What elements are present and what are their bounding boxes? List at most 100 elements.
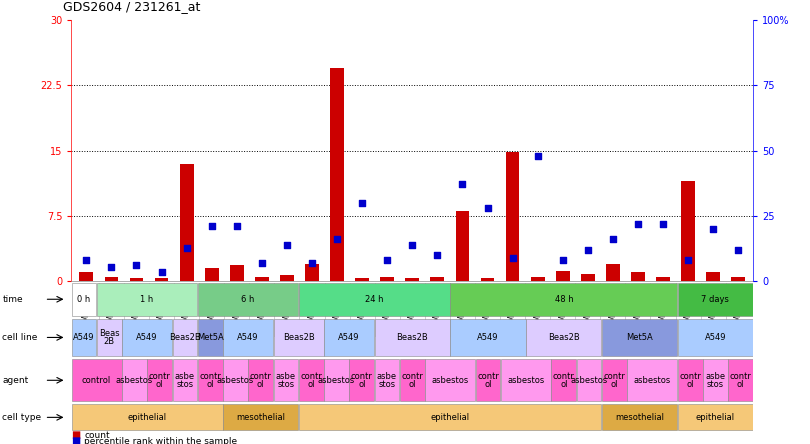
Bar <box>552 359 576 401</box>
Bar <box>305 264 319 281</box>
Text: GSM139667: GSM139667 <box>633 285 642 331</box>
Text: Met5A: Met5A <box>626 333 653 342</box>
Text: GSM139654: GSM139654 <box>182 285 191 331</box>
Bar <box>249 359 273 401</box>
Bar <box>526 319 602 356</box>
Bar <box>299 359 324 401</box>
Text: GSM139641: GSM139641 <box>283 285 292 331</box>
Bar <box>173 359 198 401</box>
Text: 0 h: 0 h <box>77 295 91 304</box>
Text: asbestos: asbestos <box>217 376 254 385</box>
Bar <box>147 359 172 401</box>
Bar <box>531 277 544 281</box>
Bar <box>475 359 501 401</box>
Bar <box>198 282 298 316</box>
Bar <box>602 359 627 401</box>
Bar <box>581 274 595 281</box>
Bar <box>280 275 294 281</box>
Text: mesothelial: mesothelial <box>615 413 664 422</box>
Point <box>381 257 394 264</box>
Text: 7 days: 7 days <box>701 295 729 304</box>
Point <box>80 257 93 264</box>
Bar <box>656 277 670 281</box>
Bar <box>731 277 745 281</box>
Point <box>506 254 519 261</box>
Text: asbe
stos: asbe stos <box>175 372 195 389</box>
Text: Beas2B: Beas2B <box>169 333 201 342</box>
Bar <box>274 359 298 401</box>
Bar <box>104 277 118 281</box>
Point <box>731 246 744 253</box>
Bar <box>96 282 198 316</box>
Point <box>456 181 469 188</box>
Bar <box>223 404 298 430</box>
Bar <box>706 272 720 281</box>
Bar <box>71 404 223 430</box>
Point <box>706 225 719 232</box>
Bar <box>274 319 324 356</box>
Text: Beas
2B: Beas 2B <box>99 329 120 346</box>
Text: asbestos: asbestos <box>570 376 608 385</box>
Point <box>356 199 369 206</box>
Point <box>255 259 268 266</box>
Point <box>155 268 168 275</box>
Text: GSM139655: GSM139655 <box>333 285 342 331</box>
Text: contr
ol: contr ol <box>301 372 322 389</box>
Text: contr
ol: contr ol <box>249 372 271 389</box>
Text: asbe
stos: asbe stos <box>276 372 296 389</box>
Text: GSM139657: GSM139657 <box>458 285 467 331</box>
Text: GSM139760: GSM139760 <box>232 285 241 331</box>
Bar <box>627 359 677 401</box>
Text: contr
ol: contr ol <box>553 372 575 389</box>
Point <box>582 246 595 253</box>
Bar <box>400 359 424 401</box>
Point <box>657 220 670 227</box>
Bar <box>577 359 602 401</box>
Text: 48 h: 48 h <box>555 295 573 304</box>
Text: cell line: cell line <box>2 333 38 342</box>
Text: GSM139664: GSM139664 <box>483 285 492 331</box>
Text: GSM139640: GSM139640 <box>132 285 141 331</box>
Bar <box>122 319 172 356</box>
Text: asbestos: asbestos <box>633 376 671 385</box>
Text: GSM139642: GSM139642 <box>709 285 718 331</box>
Text: ■: ■ <box>71 430 80 440</box>
Bar <box>405 278 420 281</box>
Bar <box>480 278 494 281</box>
Point <box>556 257 569 264</box>
Text: GSM139663: GSM139663 <box>358 285 367 331</box>
Point <box>607 236 620 243</box>
Bar <box>230 266 244 281</box>
Point <box>305 259 318 266</box>
Text: asbestos: asbestos <box>432 376 469 385</box>
Point <box>431 251 444 258</box>
Bar <box>606 264 620 281</box>
Text: count: count <box>84 431 110 440</box>
Bar <box>180 163 194 281</box>
Text: Met5A: Met5A <box>197 333 224 342</box>
Bar <box>299 404 602 430</box>
Text: contr
ol: contr ol <box>199 372 221 389</box>
Text: GSM139644: GSM139644 <box>508 285 517 331</box>
Text: GSM139659: GSM139659 <box>583 285 592 331</box>
Text: asbestos: asbestos <box>116 376 153 385</box>
Point <box>180 245 193 252</box>
Text: asbestos: asbestos <box>507 376 544 385</box>
Bar <box>455 211 469 281</box>
Point <box>205 223 218 230</box>
Bar <box>556 270 569 281</box>
Bar <box>299 282 450 316</box>
Point <box>105 263 118 270</box>
Bar <box>631 272 645 281</box>
Text: time: time <box>2 295 23 304</box>
Text: contr
ol: contr ol <box>401 372 424 389</box>
Text: contr
ol: contr ol <box>477 372 499 389</box>
Text: Beas2B: Beas2B <box>548 333 580 342</box>
Text: GSM139645: GSM139645 <box>533 285 542 331</box>
Text: A549: A549 <box>339 333 360 342</box>
Text: contr
ol: contr ol <box>730 372 752 389</box>
Bar <box>678 359 702 401</box>
Point <box>230 223 243 230</box>
Text: GSM139647: GSM139647 <box>157 285 166 331</box>
Point <box>280 241 293 248</box>
